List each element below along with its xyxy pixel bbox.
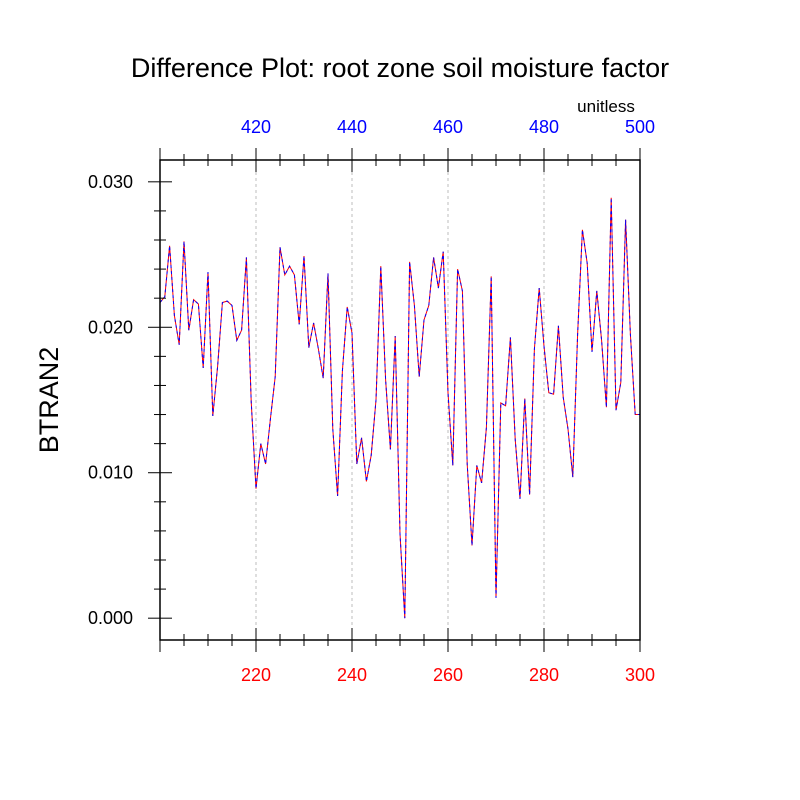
- bottom-tick-label: 300: [625, 665, 655, 685]
- series-line-bottom-axis: [159, 197, 640, 619]
- y-tick-label: 0.000: [88, 608, 133, 628]
- y-tick-label: 0.020: [88, 317, 133, 337]
- bottom-tick-label: 240: [337, 665, 367, 685]
- tick-labels: 220 240 260 280 300 420 440 460 480 500 0.000 0.010…: [88, 117, 655, 685]
- top-tick-label: 500: [625, 117, 655, 137]
- top-tick-label: 460: [433, 117, 463, 137]
- top-tick-label: 420: [241, 117, 271, 137]
- top-tick-label: 480: [529, 117, 559, 137]
- y-axis-label: BTRAN2: [34, 347, 64, 454]
- chart-title: Difference Plot: root zone soil moisture…: [131, 53, 669, 83]
- bottom-tick-label: 260: [433, 665, 463, 685]
- series-line-top-axis: [159, 197, 640, 619]
- y-tick-label: 0.030: [88, 172, 133, 192]
- ticks: [148, 148, 641, 652]
- plot-frame: [159, 159, 641, 641]
- bottom-tick-label: 220: [241, 665, 271, 685]
- series-group: [159, 197, 640, 619]
- units-label: unitless: [577, 97, 635, 116]
- y-tick-label: 0.010: [88, 463, 133, 483]
- top-tick-label: 440: [337, 117, 367, 137]
- bottom-tick-label: 280: [529, 665, 559, 685]
- gridlines: [255, 160, 545, 640]
